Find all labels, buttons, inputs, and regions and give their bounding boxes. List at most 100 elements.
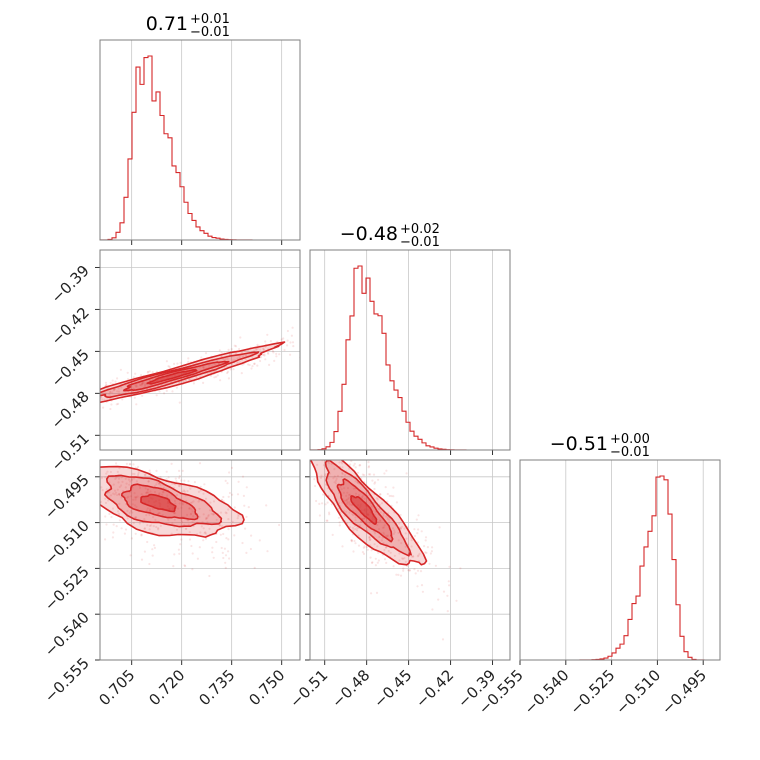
scatter-point [349,526,352,529]
scatter-point [188,507,191,510]
y-tick-label: −0.510 [41,517,93,569]
panel-title-minus: −0.01 [610,445,650,460]
scatter-point [158,482,161,485]
x-tick-label: −0.45 [370,666,415,711]
scatter-point [289,341,292,344]
scatter-point [179,543,182,546]
scatter-point [289,353,292,356]
scatter-point [399,574,403,577]
scatter-point [369,556,372,559]
scatter-point [118,492,121,496]
contour-level-4 [350,495,378,525]
scatter-point [378,528,381,531]
scatter-point [267,381,269,383]
scatter-point [64,394,66,396]
scatter-point [340,488,343,491]
scatter-point [345,499,348,502]
scatter-point [346,491,349,494]
scatter-point [350,539,353,542]
scatter-point [199,531,202,534]
scatter-point [240,372,243,375]
scatter-point [418,552,421,555]
scatter-point [102,406,105,409]
scatter-point [431,608,434,611]
scatter-point [101,398,104,401]
scatter-point [113,388,116,391]
scatter-point [373,532,377,535]
scatter-point [346,487,350,490]
scatter-point [264,340,267,343]
scatter-point [116,488,119,491]
scatter-point [116,510,120,513]
scatter-point [153,490,157,494]
scatter-point [131,477,134,481]
panel-title-plus: +0.00 [610,432,650,447]
scatter-point [236,493,240,496]
scatter-point [417,554,420,557]
scatter-point [318,514,321,517]
scatter-point [93,398,95,400]
scatter-point [227,528,230,531]
scatter-point [92,393,94,395]
scatter-point [178,469,181,472]
scatter-point [426,546,429,549]
scatter-point [328,457,330,459]
scatter-point [316,463,319,466]
scatter-point [324,473,327,476]
scatter-point [30,426,32,428]
scatter-point [91,411,93,413]
scatter-point [336,474,339,477]
scatter-point [133,492,136,495]
scatter-point [48,406,50,408]
y-tick-label: −0.540 [41,608,93,660]
scatter-point [110,457,112,459]
scatter-point [378,508,381,511]
scatter-point [165,470,168,473]
scatter-point [147,370,150,373]
scatter-point [191,510,194,513]
scatter-point [383,533,386,536]
scatter-point [351,526,355,530]
scatter-point [368,538,371,542]
histogram-step [99,55,300,241]
scatter-point [424,551,427,554]
scatter-point [159,524,162,528]
scatter-point [410,545,413,548]
scatter-point [305,469,307,471]
scatter-point [311,442,313,444]
scatter-point [192,515,195,518]
scatter-point [120,496,123,499]
scatter-point [357,544,361,547]
scatter-point [350,460,353,463]
scatter-point [111,391,114,394]
scatter-point [165,360,168,363]
scatter-point [388,518,391,522]
scatter-point [256,364,259,367]
scatter-point [386,516,389,519]
scatter-point [347,496,350,499]
scatter-point [236,517,239,520]
panel-title-plus: +0.01 [190,12,230,27]
scatter-point [275,355,278,358]
scatter-point [302,482,304,484]
scatter-point [227,508,230,511]
scatter-point [248,363,251,367]
scatter-point [151,554,154,557]
scatter-point [302,602,304,604]
scatter-point [380,539,383,542]
scatter-point [94,409,96,411]
scatter-point [146,371,149,374]
scatter-point [370,561,374,565]
scatter-point [354,528,357,531]
scatter-point [101,489,104,492]
scatter-point [186,490,189,493]
scatter-point [437,598,440,601]
scatter-panel-3: −0.51−0.48−0.45−0.42−0.39 [267,381,511,711]
scatter-point [139,486,142,489]
scatter-point [183,479,186,482]
scatter-point [355,529,359,532]
scatter-point [114,491,118,494]
scatter-point [424,539,427,542]
scatter-point [57,483,59,485]
scatter-point [92,497,94,499]
